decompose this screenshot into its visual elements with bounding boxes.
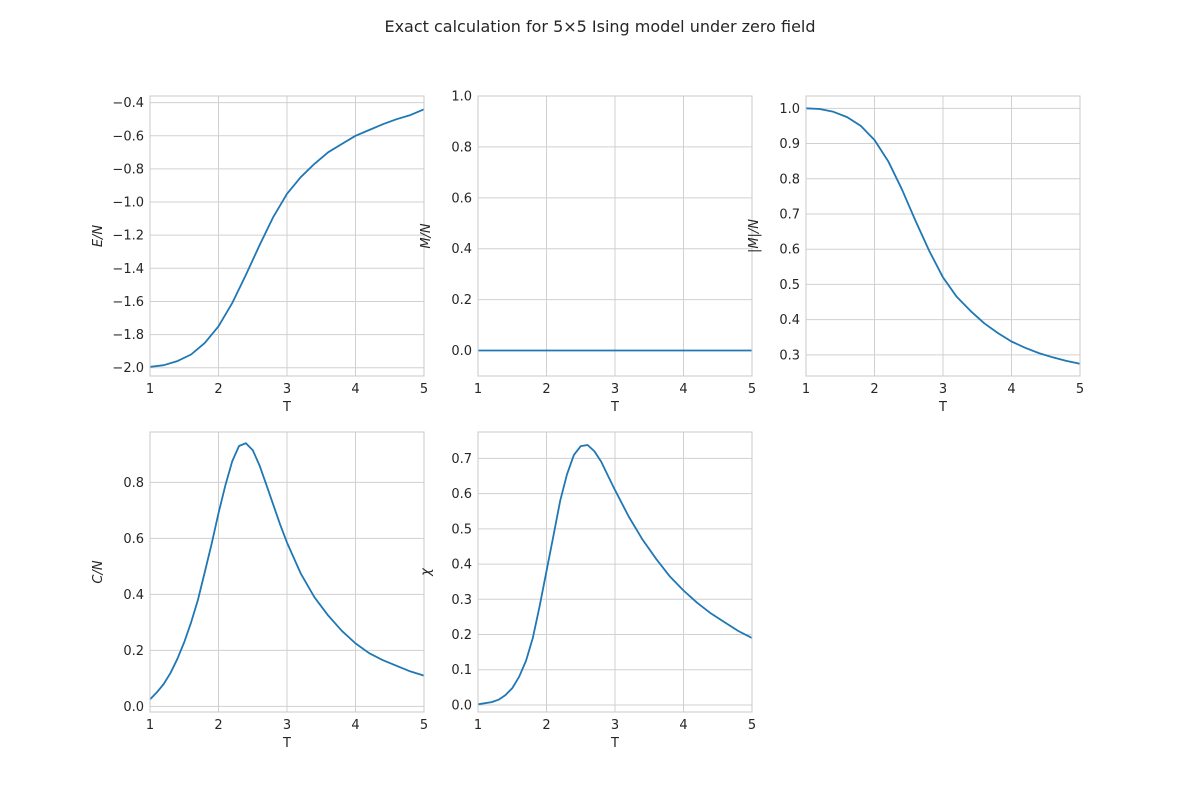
y-tick-label: 0.0 [451,344,472,359]
y-tick-label: 0.8 [123,476,144,491]
y-tick-label: 0.0 [123,700,144,715]
y-tick-label: 1.0 [451,90,472,105]
subplot-3: 1 2 3 4 5 0.3 0.4 0.5 0.6 0.7 0.8 0.9 1.0 T |M|/N [747,95,1084,415]
y-tick-label: 0.6 [451,191,472,206]
x-tick-label: 3 [283,718,291,733]
x-tick-label: 3 [283,382,291,397]
series-line [149,442,425,701]
y-tick-label: 0.3 [451,593,472,608]
y-axis-label: C/N [91,560,106,583]
x-axis-label: T [610,400,619,415]
subplot-1: 1 2 3 4 5 −2.0 −1.8 −1.6 −1.4 −1.2 −1.0 −0.8 −0.6 −0.… [91,95,428,415]
y-tick-label: 0.1 [451,663,472,678]
x-tick-label: 2 [214,718,222,733]
y-tick-label: −0.4 [112,96,144,111]
y-tick-label: −0.8 [112,162,144,177]
x-tick-label: 5 [748,382,756,397]
y-tick-label: 0.4 [451,242,472,257]
x-tick-label: 1 [146,382,154,397]
x-tick-label: 5 [748,718,756,733]
y-tick-label: 0.2 [123,644,144,659]
y-tick-label: 0.7 [779,207,800,222]
series-line [805,107,1081,365]
y-tick-label: 0.6 [123,532,144,547]
y-tick-label: 0.0 [451,698,472,713]
y-tick-label: −1.8 [112,328,144,343]
y-tick-label: −0.6 [112,129,144,144]
y-tick-label: 0.7 [451,452,472,467]
x-axis-label: T [610,736,619,751]
series-line [149,108,425,368]
subplot-2: 1 2 3 4 5 0.0 0.2 0.4 0.6 0.8 1.0 T M/N [419,90,756,416]
y-axis-label: E/N [91,225,106,248]
x-tick-label: 4 [351,718,359,733]
x-axis-label: T [938,400,947,415]
subplot-grid: 1 2 3 4 5 −2.0 −1.8 −1.6 −1.4 −1.2 −1.0 −0.8 −0.6 −0.… [91,90,1084,752]
x-tick-label: 2 [542,718,550,733]
x-tick-label: 3 [939,382,947,397]
axes-frame [149,431,425,713]
y-tick-label: 0.4 [451,558,472,573]
y-tick-label: 0.8 [451,140,472,155]
x-tick-label: 1 [474,382,482,397]
y-tick-label: 0.5 [451,522,472,537]
subplot-5: 1 2 3 4 5 0.0 0.1 0.2 0.3 0.4 0.5 0.6 0.7 Tχ [419,431,756,751]
y-tick-label: −1.4 [112,262,144,277]
x-tick-label: 4 [1007,382,1015,397]
y-tick-label: 0.9 [779,137,800,152]
y-tick-label: 1.0 [779,102,800,117]
x-tick-label: 4 [679,382,687,397]
y-tick-label: −2.0 [112,361,144,376]
y-tick-label: 0.3 [779,348,800,363]
x-tick-label: 5 [420,382,428,397]
series-line [477,444,753,706]
x-tick-label: 4 [351,382,359,397]
y-tick-label: −1.6 [112,295,144,310]
y-tick-label: −1.2 [112,229,144,244]
subplot-4: 1 2 3 4 5 0.0 0.2 0.4 0.6 0.8 T C/N [91,431,428,751]
y-axis-label: |M|/N [747,219,762,253]
x-tick-label: 5 [420,718,428,733]
x-tick-label: 4 [679,718,687,733]
x-tick-label: 1 [474,718,482,733]
x-tick-label: 5 [1076,382,1084,397]
y-tick-label: 0.6 [451,487,472,502]
x-tick-label: 3 [611,382,619,397]
axes-frame [805,95,1081,377]
y-tick-label: 0.8 [779,172,800,187]
x-axis-label: T [282,736,291,751]
y-axis-label: χ [419,567,434,577]
y-tick-label: 0.6 [779,243,800,258]
axes-frame [149,95,425,377]
y-tick-label: 0.4 [779,313,800,328]
x-tick-label: 1 [146,718,154,733]
x-tick-label: 2 [542,382,550,397]
x-tick-label: 3 [611,718,619,733]
x-tick-label: 1 [802,382,810,397]
x-axis-label: T [282,400,291,415]
axes-frame [477,95,753,377]
x-tick-label: 2 [214,382,222,397]
y-axis-label: M/N [419,223,434,249]
x-tick-label: 2 [870,382,878,397]
y-tick-label: 0.2 [451,628,472,643]
figure-title: Exact calculation for 5×5 Ising model un… [384,17,815,36]
y-tick-label: 0.4 [123,588,144,603]
y-tick-label: 0.5 [779,278,800,293]
axes-frame [477,431,753,713]
y-tick-label: 0.2 [451,293,472,308]
y-tick-label: −1.0 [112,196,144,211]
